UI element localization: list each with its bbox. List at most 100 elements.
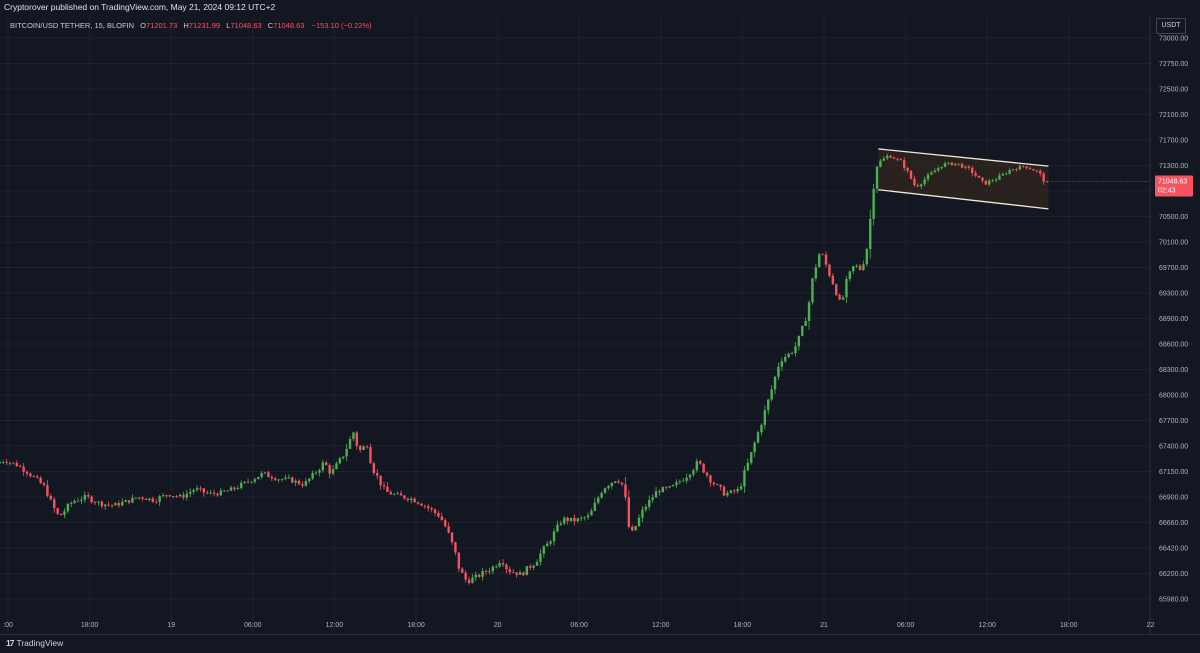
candle-body [280,479,284,480]
candle-body [875,166,879,189]
candle-body [25,471,29,474]
candle-body [692,470,695,475]
candle-body [1011,169,1015,171]
candle-body [651,497,654,500]
candle-body [790,353,794,354]
last-price-value: 71048.63 [1158,179,1187,186]
channel-lines[interactable] [878,148,1049,210]
candle-body [141,497,144,499]
time-tick-label: 06:00 [570,622,588,629]
candle-body [950,162,954,166]
candle-body [991,180,994,182]
candle-body [8,462,12,464]
candle-body [835,284,838,295]
candle-body [988,180,991,185]
high-label: H [183,21,189,30]
candle-body [263,472,267,474]
candle-body [22,466,25,472]
candle-body [576,518,580,522]
candle-body [501,562,505,565]
candle-body [440,516,444,521]
candle-body [127,500,131,503]
candle-body [797,335,801,347]
candle-body [393,493,396,495]
candle-body [236,488,240,489]
candle-body [777,366,780,377]
candle-body [841,297,845,300]
candle-body [243,481,246,483]
candle-body [1022,165,1025,167]
channel-lower-line[interactable] [878,189,1049,210]
candle-body [974,173,977,176]
candle-body [172,496,175,497]
candle-body [566,517,569,522]
currency-label[interactable]: USDT [1156,18,1186,34]
price-tick-label: 69300.00 [1159,291,1188,298]
time-tick-label: 18:00 [1060,622,1078,629]
candle-body [525,566,529,576]
candle-body [124,500,127,502]
candle-body [2,462,5,463]
candle-body [631,526,634,531]
candle-body [926,174,930,180]
candle-body [284,477,287,480]
time-tick-label: 19 [167,622,175,629]
time-axis[interactable]: :00 18:00 19 06:00 12:00 18:00 20 06:00 12:00 18:… [3,622,1154,629]
price-tick-label: 66420.00 [1159,546,1188,553]
candle-body [886,155,889,159]
price-tick-label: 68000.00 [1159,393,1188,400]
candle-body [746,462,750,471]
candle-body [1015,169,1018,171]
candle-body [573,517,576,522]
channel-upper-line[interactable] [878,148,1049,167]
candle-body [90,496,93,503]
candle-body [209,492,212,494]
candle-body [406,498,410,501]
candle-body [780,361,784,367]
symbol-name[interactable]: BITCOIN/USD TETHER, 15, BLOFIN [10,21,135,30]
candle-body [464,572,467,580]
candle-body [685,477,688,481]
price-tick-label: 72750.00 [1159,61,1188,68]
candle-body [722,486,726,496]
candle-body [168,495,172,497]
candle-body [855,265,858,267]
candle-body [977,175,981,178]
candle-body [291,477,294,483]
candle-body [1001,173,1005,176]
candle-body [804,320,807,326]
candle-body [508,569,512,573]
candle-body [83,495,87,500]
candle-body [304,481,308,486]
time-tick-label: 18:00 [734,622,752,629]
candle-body [712,482,716,485]
candle-body [63,511,66,516]
price-tick-label: 66200.00 [1159,571,1188,578]
time-tick-label: 21 [820,622,828,629]
candle-body [733,490,736,492]
candle-body [770,389,773,400]
candle-body [240,482,243,489]
candle-body [403,495,406,499]
candle-body [964,166,967,168]
candle-body [811,278,814,303]
candle-body [600,492,603,498]
candle-body [1018,165,1022,170]
tradingview-logo-icon: 17 [6,638,15,648]
candle-body [869,218,872,250]
price-tick-label: 70500.00 [1159,214,1188,221]
candle-body [784,356,787,362]
tradingview-logo[interactable]: 17 TradingView [6,638,63,648]
candle-body [80,499,83,501]
candle-body [430,508,433,510]
candle-body [420,503,423,506]
candle-body [933,170,937,173]
candle-body [423,505,427,507]
candle-body [767,399,770,411]
candle-body [107,504,110,506]
candle-body [362,446,365,450]
candle-body [889,155,892,158]
candle-body [59,513,63,516]
candle-body [532,565,535,568]
